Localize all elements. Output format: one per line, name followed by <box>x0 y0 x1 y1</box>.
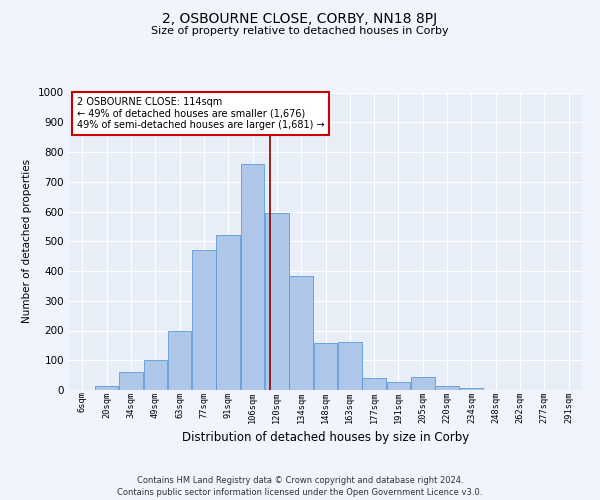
Bar <box>362 378 386 390</box>
Bar <box>143 360 167 390</box>
Bar <box>289 276 313 390</box>
Text: 2 OSBOURNE CLOSE: 114sqm
← 49% of detached houses are smaller (1,676)
49% of sem: 2 OSBOURNE CLOSE: 114sqm ← 49% of detach… <box>77 97 325 130</box>
Text: Size of property relative to detached houses in Corby: Size of property relative to detached ho… <box>151 26 449 36</box>
Bar <box>460 388 483 390</box>
Bar <box>119 372 143 390</box>
Bar <box>314 343 337 390</box>
Bar <box>386 382 410 390</box>
Bar <box>168 331 191 390</box>
Bar <box>192 250 216 390</box>
Bar <box>217 236 240 390</box>
Bar <box>411 377 434 390</box>
Bar <box>338 342 362 390</box>
Text: Contains HM Land Registry data © Crown copyright and database right 2024.: Contains HM Land Registry data © Crown c… <box>137 476 463 485</box>
Bar <box>241 164 265 390</box>
Bar <box>95 386 118 390</box>
Text: Contains public sector information licensed under the Open Government Licence v3: Contains public sector information licen… <box>118 488 482 497</box>
Bar <box>435 386 459 390</box>
Bar <box>265 213 289 390</box>
X-axis label: Distribution of detached houses by size in Corby: Distribution of detached houses by size … <box>182 431 469 444</box>
Text: 2, OSBOURNE CLOSE, CORBY, NN18 8PJ: 2, OSBOURNE CLOSE, CORBY, NN18 8PJ <box>163 12 437 26</box>
Y-axis label: Number of detached properties: Number of detached properties <box>22 159 32 324</box>
